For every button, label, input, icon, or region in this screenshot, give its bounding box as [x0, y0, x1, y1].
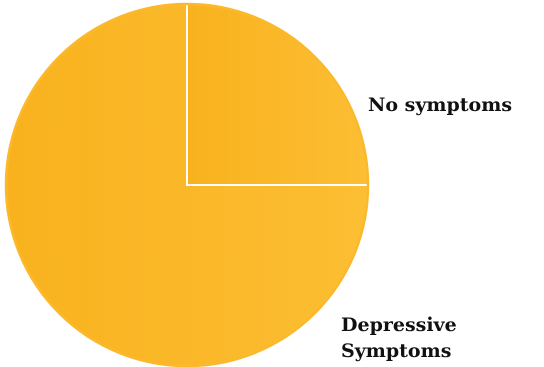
pie-outline	[4, 2, 370, 367]
slice-label-depressive-line2: Symptoms	[341, 340, 451, 362]
slice-label-depressive-line1: Depressive	[341, 314, 457, 336]
pie-labels: No symptoms Depressive Symptoms	[341, 94, 512, 362]
pie-slice-depressive-symptoms	[186, 2, 370, 186]
pie-slices	[4, 2, 370, 367]
slice-label-no-symptoms: No symptoms	[368, 94, 512, 116]
